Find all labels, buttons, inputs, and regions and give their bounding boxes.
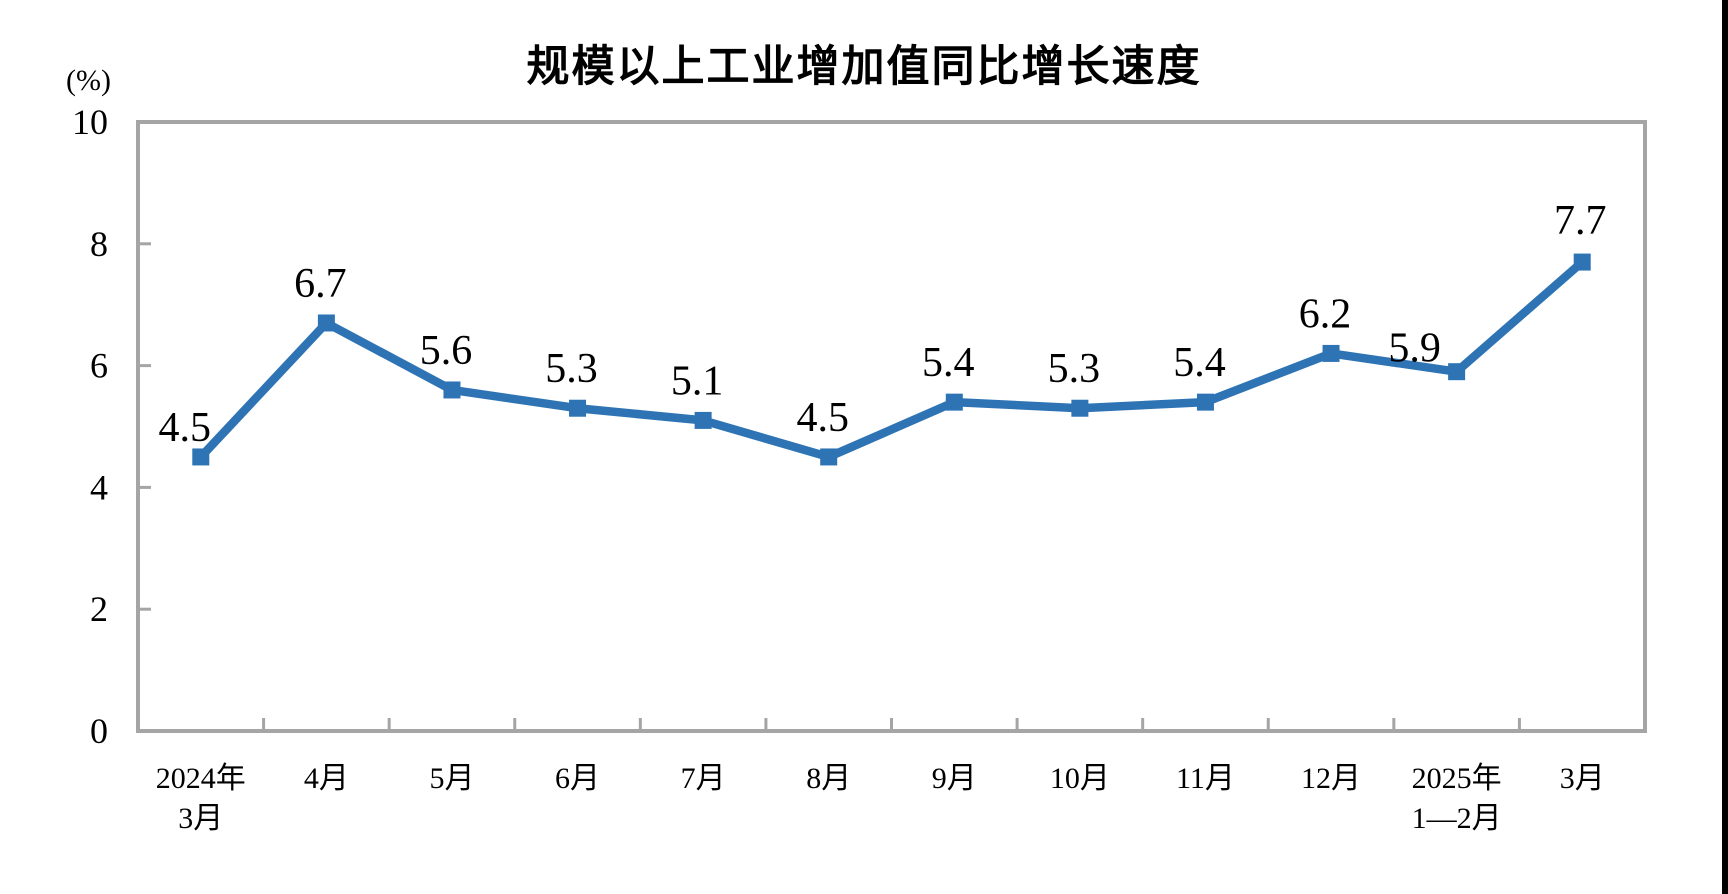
data-point-marker xyxy=(1448,363,1466,381)
x-axis-label: 2024年 xyxy=(156,762,246,795)
y-axis-tick-label: 6 xyxy=(90,346,108,386)
screenshot-right-edge-artifact xyxy=(1722,0,1728,894)
data-point-marker xyxy=(443,381,461,399)
data-value-label: 4.5 xyxy=(159,405,212,451)
x-axis-label: 2025年 xyxy=(1412,762,1502,795)
chart-title: 规模以上工业增加值同比增长速度 xyxy=(526,43,1202,91)
data-value-label: 5.4 xyxy=(1173,340,1226,386)
data-point-marker xyxy=(1573,253,1591,271)
data-value-label: 5.6 xyxy=(420,328,473,374)
data-value-label: 5.3 xyxy=(545,346,598,392)
data-point-marker xyxy=(1196,393,1214,411)
y-axis-tick-label: 2 xyxy=(90,589,108,629)
series-line xyxy=(197,258,1586,462)
data-point-marker xyxy=(694,411,712,429)
y-axis-tick-label: 10 xyxy=(72,102,108,142)
x-axis-label: 7月 xyxy=(681,762,726,795)
x-axis-label: 3月 xyxy=(178,802,223,835)
data-point-marker xyxy=(820,448,838,466)
x-axis-label: 10月 xyxy=(1050,762,1110,795)
y-axis-tick-label: 4 xyxy=(90,467,108,507)
y-axis-tick-label: 0 xyxy=(90,711,108,751)
data-value-label: 5.9 xyxy=(1388,326,1441,372)
data-point-marker xyxy=(192,448,210,466)
data-point-marker xyxy=(945,393,963,411)
x-axis-label: 1—2月 xyxy=(1412,802,1502,835)
x-axis-label: 5月 xyxy=(429,762,474,795)
x-axis-label: 6月 xyxy=(555,762,600,795)
data-point-marker xyxy=(1071,399,1089,417)
data-point-marker xyxy=(317,314,335,332)
x-axis-label: 9月 xyxy=(932,762,977,795)
x-axis-label: 3月 xyxy=(1560,762,1605,795)
x-axis-label: 11月 xyxy=(1176,762,1235,795)
data-value-label: 5.1 xyxy=(671,358,724,404)
x-axis-label: 12月 xyxy=(1301,762,1361,795)
x-axis-label: 4月 xyxy=(304,762,349,795)
data-value-label: 6.7 xyxy=(294,261,347,307)
x-axis-label: 8月 xyxy=(806,762,851,795)
y-axis-tick-label: 8 xyxy=(90,224,108,264)
data-value-label: 7.7 xyxy=(1554,198,1607,244)
data-value-label: 5.3 xyxy=(1048,346,1101,392)
y-axis-unit-label: (%) xyxy=(66,64,111,97)
data-value-label: 6.2 xyxy=(1299,291,1352,337)
data-value-label: 4.5 xyxy=(796,395,849,441)
data-value-label: 5.4 xyxy=(922,340,975,386)
data-point-marker xyxy=(1322,344,1340,362)
data-point-marker xyxy=(569,399,587,417)
